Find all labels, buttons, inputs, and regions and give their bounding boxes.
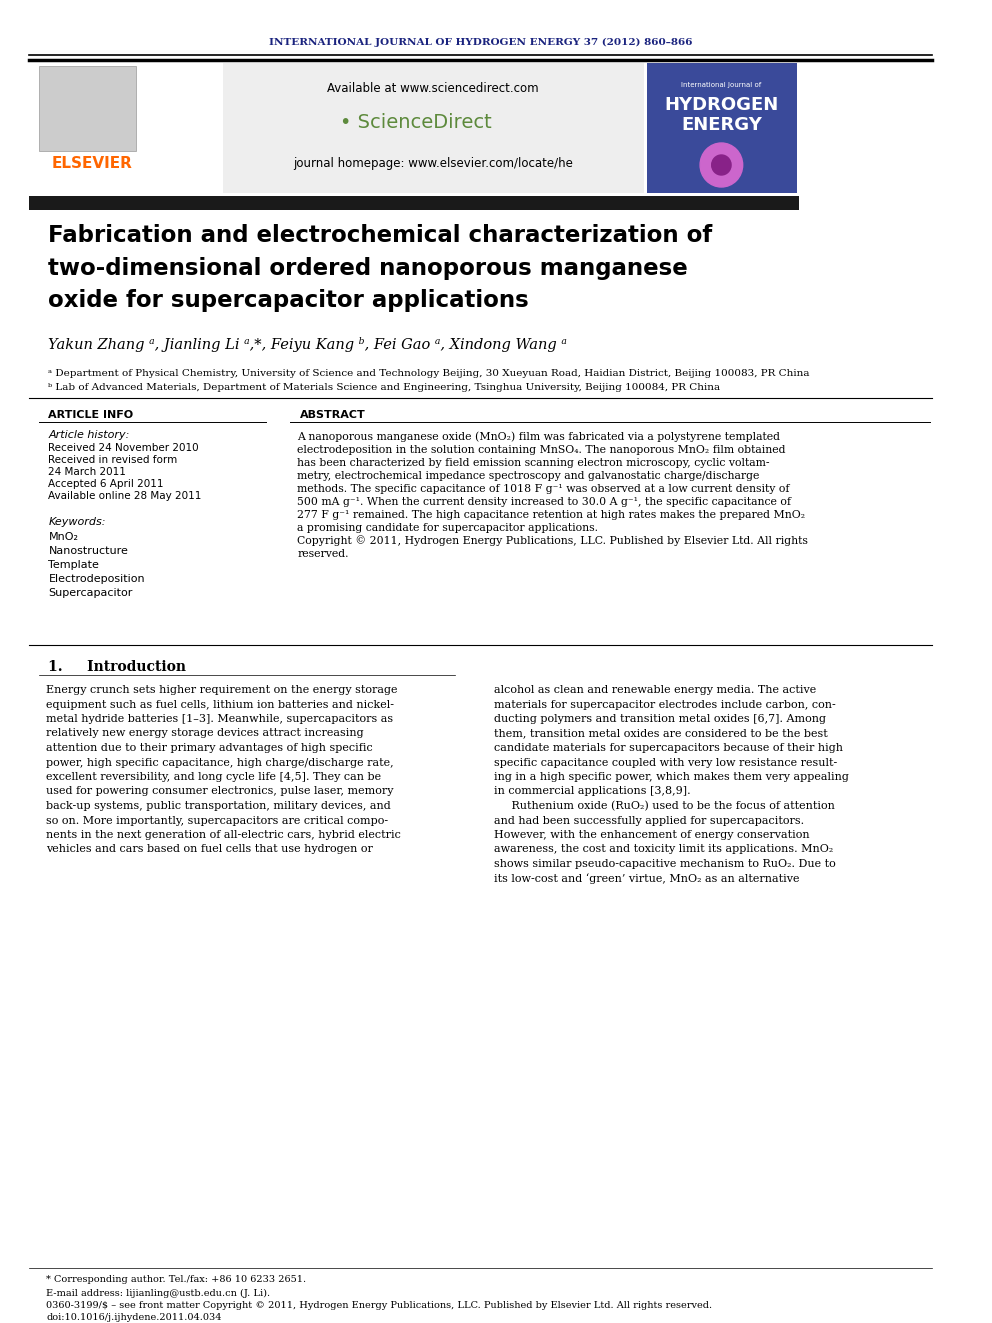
Text: A nanoporous manganese oxide (MnO₂) film was fabricated via a polystyrene templa: A nanoporous manganese oxide (MnO₂) film… <box>298 431 781 442</box>
Text: 24 March 2011: 24 March 2011 <box>49 467 126 478</box>
Text: 277 F g⁻¹ remained. The high capacitance retention at high rates makes the prepa: 277 F g⁻¹ remained. The high capacitance… <box>298 509 806 520</box>
Text: Received 24 November 2010: Received 24 November 2010 <box>49 443 199 452</box>
Text: Article history:: Article history: <box>49 430 130 441</box>
Text: excellent reversibility, and long cycle life [4,5]. They can be: excellent reversibility, and long cycle … <box>47 773 382 782</box>
Bar <box>223 64 644 193</box>
Text: 0360-3199/$ – see front matter Copyright © 2011, Hydrogen Energy Publications, L: 0360-3199/$ – see front matter Copyright… <box>47 1302 712 1311</box>
Text: candidate materials for supercapacitors because of their high: candidate materials for supercapacitors … <box>494 744 843 753</box>
Text: them, transition metal oxides are considered to be the best: them, transition metal oxides are consid… <box>494 729 827 738</box>
Text: awareness, the cost and toxicity limit its applications. MnO₂: awareness, the cost and toxicity limit i… <box>494 844 833 855</box>
Text: Copyright © 2011, Hydrogen Energy Publications, LLC. Published by Elsevier Ltd. : Copyright © 2011, Hydrogen Energy Public… <box>298 536 808 546</box>
Text: attention due to their primary advantages of high specific: attention due to their primary advantage… <box>47 744 373 753</box>
Text: reserved.: reserved. <box>298 549 349 560</box>
Text: Nanostructure: Nanostructure <box>49 546 128 556</box>
Text: ᵇ Lab of Advanced Materials, Department of Materials Science and Engineering, Ts: ᵇ Lab of Advanced Materials, Department … <box>49 382 720 392</box>
Text: materials for supercapacitor electrodes include carbon, con-: materials for supercapacitor electrodes … <box>494 700 835 709</box>
Text: INTERNATIONAL JOURNAL OF HYDROGEN ENERGY 37 (2012) 860–866: INTERNATIONAL JOURNAL OF HYDROGEN ENERGY… <box>269 37 692 46</box>
Text: vehicles and cars based on fuel cells that use hydrogen or: vehicles and cars based on fuel cells th… <box>47 844 373 855</box>
Text: Keywords:: Keywords: <box>49 517 106 527</box>
Text: equipment such as fuel cells, lithium ion batteries and nickel-: equipment such as fuel cells, lithium io… <box>47 700 395 709</box>
Text: Yakun Zhang ᵃ, Jianling Li ᵃ,*, Feiyu Kang ᵇ, Fei Gao ᵃ, Xindong Wang ᵃ: Yakun Zhang ᵃ, Jianling Li ᵃ,*, Feiyu Ka… <box>49 337 567 352</box>
Text: ing in a high specific power, which makes them very appealing: ing in a high specific power, which make… <box>494 773 849 782</box>
Text: HYDROGEN: HYDROGEN <box>665 97 779 114</box>
Text: methods. The specific capacitance of 1018 F g⁻¹ was observed at a low current de: methods. The specific capacitance of 101… <box>298 484 790 493</box>
Bar <box>29 196 799 210</box>
Text: MnO₂: MnO₂ <box>49 532 78 542</box>
Text: power, high specific capacitance, high charge/discharge rate,: power, high specific capacitance, high c… <box>47 758 394 767</box>
Text: back-up systems, public transportation, military devices, and: back-up systems, public transportation, … <box>47 800 391 811</box>
Text: journal homepage: www.elsevier.com/locate/he: journal homepage: www.elsevier.com/locat… <box>293 156 572 169</box>
Text: 1.     Introduction: 1. Introduction <box>49 660 186 673</box>
Text: Fabrication and electrochemical characterization of: Fabrication and electrochemical characte… <box>49 224 712 246</box>
Text: 500 mA g⁻¹. When the current density increased to 30.0 A g⁻¹, the specific capac: 500 mA g⁻¹. When the current density inc… <box>298 497 792 507</box>
Text: a promising candidate for supercapacitor applications.: a promising candidate for supercapacitor… <box>298 523 598 533</box>
Text: two-dimensional ordered nanoporous manganese: two-dimensional ordered nanoporous manga… <box>49 257 688 279</box>
Text: so on. More importantly, supercapacitors are critical compo-: so on. More importantly, supercapacitors… <box>47 815 389 826</box>
Text: specific capacitance coupled with very low resistance result-: specific capacitance coupled with very l… <box>494 758 837 767</box>
Text: • ScienceDirect: • ScienceDirect <box>340 114 492 132</box>
Text: oxide for supercapacitor applications: oxide for supercapacitor applications <box>49 290 529 312</box>
Text: Electrodeposition: Electrodeposition <box>49 574 145 583</box>
Text: Received in revised form: Received in revised form <box>49 455 178 464</box>
Circle shape <box>711 155 731 175</box>
Text: Template: Template <box>49 560 99 570</box>
Text: Available at www.sciencedirect.com: Available at www.sciencedirect.com <box>327 82 539 94</box>
Text: International Journal of: International Journal of <box>682 82 762 89</box>
Text: ducting polymers and transition metal oxides [6,7]. Among: ducting polymers and transition metal ox… <box>494 714 825 724</box>
Text: used for powering consumer electronics, pulse laser, memory: used for powering consumer electronics, … <box>47 786 394 796</box>
Text: ᵃ Department of Physical Chemistry, University of Science and Technology Beijing: ᵃ Department of Physical Chemistry, Univ… <box>49 369 809 377</box>
Text: has been characterized by field emission scanning electron microscopy, cyclic vo: has been characterized by field emission… <box>298 458 770 468</box>
Text: and had been successfully applied for supercapacitors.: and had been successfully applied for su… <box>494 815 804 826</box>
Text: nents in the next generation of all-electric cars, hybrid electric: nents in the next generation of all-elec… <box>47 830 402 840</box>
Text: Supercapacitor: Supercapacitor <box>49 587 133 598</box>
Text: ARTICLE INFO: ARTICLE INFO <box>49 410 134 419</box>
Text: in commercial applications [3,8,9].: in commercial applications [3,8,9]. <box>494 786 690 796</box>
Text: Accepted 6 April 2011: Accepted 6 April 2011 <box>49 479 164 490</box>
Text: ENERGY: ENERGY <box>681 116 762 134</box>
Text: metal hydride batteries [1–3]. Meanwhile, supercapacitors as: metal hydride batteries [1–3]. Meanwhile… <box>47 714 394 724</box>
Text: Available online 28 May 2011: Available online 28 May 2011 <box>49 491 201 501</box>
Bar <box>39 66 136 151</box>
Text: However, with the enhancement of energy conservation: However, with the enhancement of energy … <box>494 830 809 840</box>
Text: doi:10.1016/j.ijhydene.2011.04.034: doi:10.1016/j.ijhydene.2011.04.034 <box>47 1312 222 1322</box>
Text: ABSTRACT: ABSTRACT <box>301 410 366 419</box>
Circle shape <box>700 143 743 187</box>
Text: alcohol as clean and renewable energy media. The active: alcohol as clean and renewable energy me… <box>494 685 816 695</box>
Text: shows similar pseudo-capacitive mechanism to RuO₂. Due to: shows similar pseudo-capacitive mechanis… <box>494 859 835 869</box>
Bar <box>647 64 797 193</box>
Bar <box>29 64 223 173</box>
Text: * Corresponding author. Tel./fax: +86 10 6233 2651.: * Corresponding author. Tel./fax: +86 10… <box>47 1275 307 1285</box>
Text: its low-cost and ‘green’ virtue, MnO₂ as an alternative: its low-cost and ‘green’ virtue, MnO₂ as… <box>494 873 800 884</box>
Text: Ruthenium oxide (RuO₂) used to be the focus of attention: Ruthenium oxide (RuO₂) used to be the fo… <box>494 800 834 811</box>
Text: Energy crunch sets higher requirement on the energy storage: Energy crunch sets higher requirement on… <box>47 685 398 695</box>
Text: metry, electrochemical impedance spectroscopy and galvanostatic charge/discharge: metry, electrochemical impedance spectro… <box>298 471 760 482</box>
Text: relatively new energy storage devices attract increasing: relatively new energy storage devices at… <box>47 729 364 738</box>
Text: ELSEVIER: ELSEVIER <box>52 156 132 171</box>
Text: E-mail address: lijianling@ustb.edu.cn (J. Li).: E-mail address: lijianling@ustb.edu.cn (… <box>47 1289 271 1298</box>
Text: electrodeposition in the solution containing MnSO₄. The nanoporous MnO₂ film obt: electrodeposition in the solution contai… <box>298 445 786 455</box>
